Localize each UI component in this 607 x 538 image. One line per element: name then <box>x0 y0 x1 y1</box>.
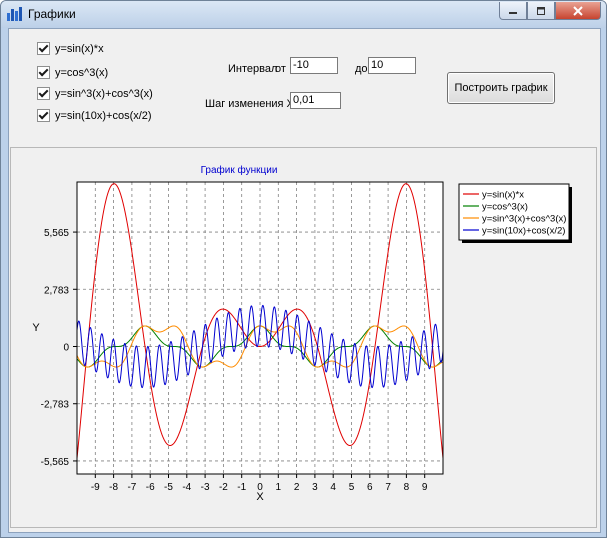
x-tick-label: 7 <box>385 482 391 493</box>
x-tick-label: -3 <box>201 482 210 493</box>
x-tick-label: 4 <box>330 482 336 493</box>
checkbox-box[interactable] <box>37 66 50 79</box>
x-tick-label: 3 <box>312 482 318 493</box>
title-bar[interactable]: Графики <box>1 1 606 28</box>
legend-entry: y=cos^3(x) <box>482 202 528 213</box>
close-icon <box>573 5 583 16</box>
series-line <box>77 183 443 459</box>
step-input[interactable]: 0,01 <box>290 92 341 109</box>
checkbox-sin10x-plus-cos-half[interactable]: y=sin(10x)+cos(x/2) <box>37 109 152 122</box>
chart-title: График функции <box>201 164 278 176</box>
y-tick-label: -5,565 <box>41 457 70 468</box>
checkbox-sin-x-times-x[interactable]: y=sin(x)*x <box>37 42 104 55</box>
interval-label: Интервал <box>228 63 278 75</box>
x-tick-label: -2 <box>219 482 228 493</box>
minimize-icon <box>509 11 517 14</box>
chart-axes: -9 -8 -7 -6 -5 -4 -3 -2 -1 0 1 2 3 4 5 6 7 8 9 5,565 2,783 0 -… <box>41 181 444 493</box>
x-tick-label: 2 <box>294 482 300 493</box>
interval-from-label: от <box>275 63 286 75</box>
interval-from-input[interactable]: -10 <box>290 57 338 74</box>
checkbox-label: y=sin(10x)+cos(x/2) <box>55 109 152 122</box>
checkbox-label: y=sin^3(x)+cos^3(x) <box>55 87 153 100</box>
x-tick-label: -5 <box>164 482 173 493</box>
x-tick-label: 1 <box>276 482 282 493</box>
legend-entry: y=sin(x)*x <box>482 190 524 201</box>
maximize-button[interactable] <box>527 2 555 20</box>
checkbox-cos-cubed[interactable]: y=cos^3(x) <box>37 66 108 79</box>
x-tick-label: -8 <box>109 482 118 493</box>
build-chart-button[interactable]: Построить график <box>447 72 555 104</box>
x-tick-label: -4 <box>182 482 191 493</box>
chart-series <box>77 183 443 459</box>
x-tick-label: -1 <box>237 482 246 493</box>
checkbox-sin-cubed-plus-cos-cubed[interactable]: y=sin^3(x)+cos^3(x) <box>37 87 153 100</box>
x-tick-label: 5 <box>349 482 355 493</box>
x-tick-label: -7 <box>127 482 136 493</box>
checkbox-label: y=sin(x)*x <box>55 42 104 55</box>
chart-panel: -9 -8 -7 -6 -5 -4 -3 -2 -1 0 1 2 3 4 5 6 7 8 9 5,565 2,783 0 -… <box>10 147 597 528</box>
y-axis-label: Y <box>32 322 40 334</box>
close-button[interactable] <box>555 2 601 20</box>
chart-grid <box>77 182 443 474</box>
checkbox-box[interactable] <box>37 109 50 122</box>
interval-to-label: до <box>355 63 368 75</box>
x-tick-label: 6 <box>367 482 373 493</box>
function-chart: -9 -8 -7 -6 -5 -4 -3 -2 -1 0 1 2 3 4 5 6 7 8 9 5,565 2,783 0 -… <box>32 164 572 503</box>
app-chart-icon <box>7 7 22 21</box>
x-axis-label: X <box>256 491 264 503</box>
x-tick-label: 0 <box>257 482 263 493</box>
plot-border <box>76 181 444 475</box>
x-tick-label: 8 <box>404 482 410 493</box>
checkbox-box[interactable] <box>37 87 50 100</box>
minimize-button[interactable] <box>499 2 527 20</box>
step-label: Шаг изменения X <box>205 98 294 110</box>
y-tick-label: 0 <box>63 343 69 354</box>
x-tick-label: -9 <box>91 482 100 493</box>
checkbox-box[interactable] <box>37 42 50 55</box>
chart-legend: y=sin(x)*xy=cos^3(x)y=sin^3(x)+cos^3(x)y… <box>458 183 572 243</box>
y-tick-label: 5,565 <box>44 228 69 239</box>
checkbox-label: y=cos^3(x) <box>55 66 109 79</box>
maximize-icon <box>537 6 545 15</box>
x-tick-label: -6 <box>146 482 155 493</box>
legend-entry: y=sin^3(x)+cos^3(x) <box>482 214 566 225</box>
y-tick-label: 2,783 <box>44 285 69 296</box>
interval-to-input[interactable]: 10 <box>368 57 416 74</box>
series-line <box>77 304 443 389</box>
window-title: Графики <box>28 7 76 21</box>
window-controls <box>499 2 601 20</box>
y-tick-label: -2,783 <box>41 400 70 411</box>
legend-entry: y=sin(10x)+cos(x/2) <box>482 226 565 237</box>
legend-box <box>458 183 570 241</box>
x-tick-label: 9 <box>422 482 428 493</box>
client-area: y=sin(x)*x y=cos^3(x) y=sin^3(x)+cos^3(x… <box>8 28 601 533</box>
